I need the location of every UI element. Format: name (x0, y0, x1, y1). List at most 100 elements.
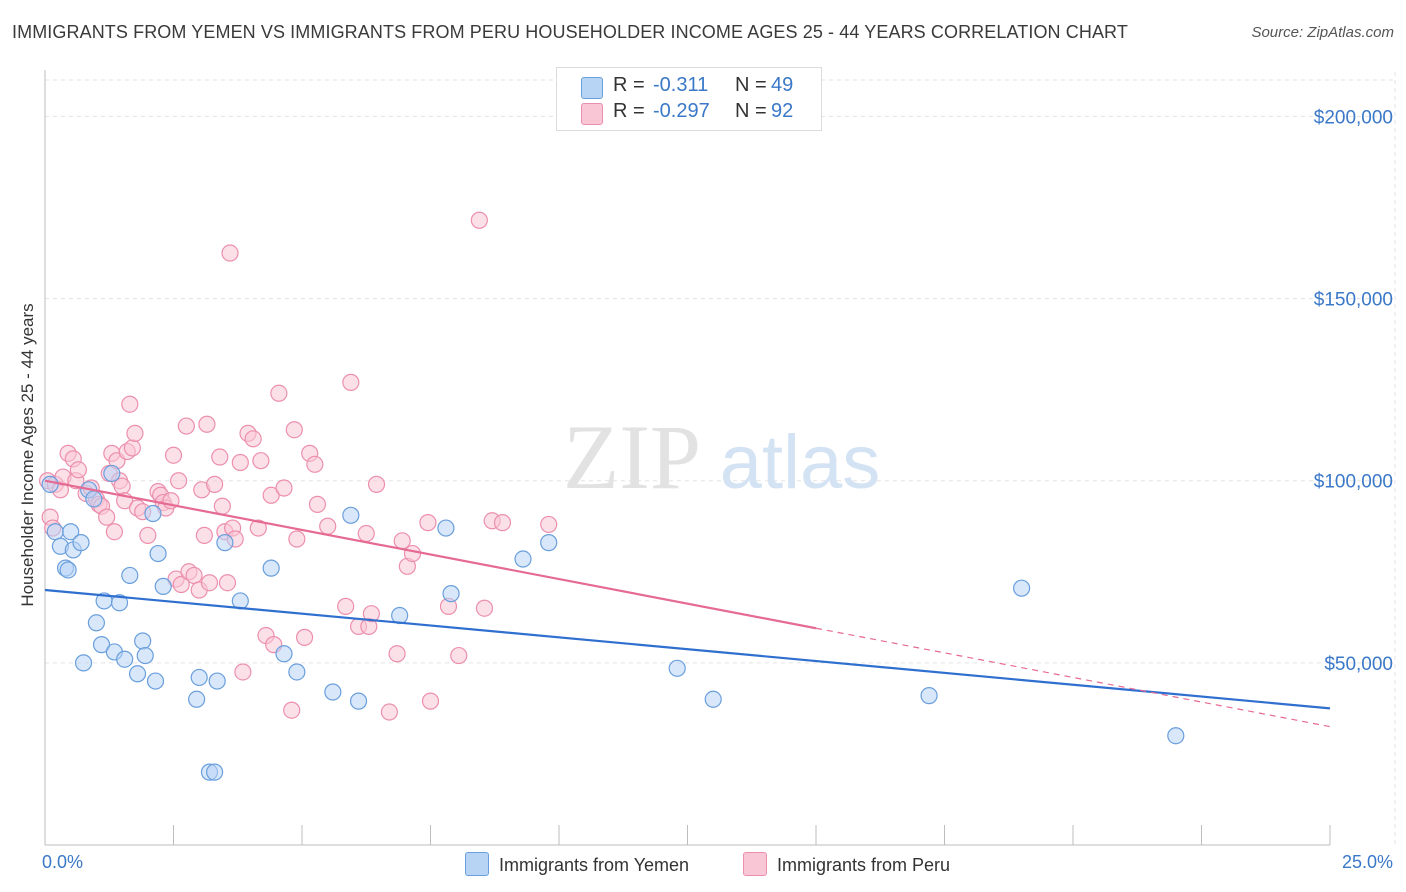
peru-point (69, 461, 88, 479)
yemen-point (121, 566, 139, 585)
legend-swatch-yemen (581, 77, 603, 99)
yemen-point (442, 585, 460, 603)
peru-point (470, 211, 488, 229)
yemen-point (92, 636, 111, 654)
bottom-legend-peru: Immigrants from Peru (743, 852, 950, 876)
yemen-point (87, 614, 106, 632)
yemen-point (288, 663, 306, 681)
peru-point (221, 244, 239, 262)
peru-point (450, 646, 468, 665)
peru-point (185, 566, 203, 585)
yemen-point (349, 692, 368, 710)
peru-point (362, 605, 380, 623)
source-label: Source: ZipAtlas.com (1251, 24, 1394, 41)
yemen-point (154, 577, 172, 595)
yemen-point (342, 506, 360, 524)
yemen-point (146, 672, 165, 690)
peru-point (319, 517, 337, 535)
peru-point (270, 384, 288, 402)
y-tick-label: $100,000 (1314, 472, 1393, 493)
peru-point (493, 514, 512, 532)
yemen-point (144, 504, 162, 523)
y-tick-label: $50,000 (1324, 654, 1393, 675)
y-tick-label: $150,000 (1314, 290, 1393, 311)
peru-point (218, 574, 237, 592)
peru-point (231, 453, 249, 472)
yemen-point (668, 659, 686, 677)
peru-point (403, 544, 422, 563)
yemen-point (190, 668, 208, 687)
peru-point (195, 526, 213, 544)
legend-swatch-peru (581, 103, 603, 125)
peru-point (337, 597, 355, 615)
bottom-legend-swatch-peru (743, 852, 767, 876)
peru-point (308, 495, 327, 513)
peru-point (139, 526, 157, 544)
peru-point (306, 455, 324, 473)
peru-point (126, 424, 144, 442)
peru-point (275, 479, 293, 497)
yemen-point (920, 687, 938, 705)
peru-point (252, 452, 270, 470)
yemen-point (74, 654, 93, 672)
legend-r-value: -0.311 (653, 74, 709, 96)
legend-r-label: R = (613, 100, 645, 122)
yemen-point (103, 464, 121, 483)
yemen-point (149, 544, 167, 563)
legend-n-value: 49 (771, 74, 794, 96)
peru-point (211, 448, 229, 466)
yemen-point (46, 523, 64, 541)
yemen-point (128, 665, 147, 683)
bottom-legend-yemen: Immigrants from Yemen (465, 852, 689, 876)
yemen-point (188, 690, 206, 708)
peru-trend-line (44, 479, 817, 630)
peru-point (244, 430, 262, 448)
peru-point (262, 486, 280, 504)
x-tick-max: 25.0% (1341, 852, 1393, 872)
trend-lines (44, 479, 1331, 728)
peru-point (249, 519, 267, 537)
yemen-point (116, 650, 134, 668)
yemen-points (41, 464, 1185, 781)
yemen-point (136, 646, 154, 665)
yemen-point (514, 550, 532, 568)
yemen-point (85, 490, 103, 508)
peru-point (540, 515, 558, 534)
peru-point (177, 417, 195, 435)
peru-point (206, 475, 224, 493)
yemen-point (275, 645, 293, 663)
x-tick-min: 0.0% (42, 852, 84, 872)
peru-point (105, 523, 123, 541)
chart-title: IMMIGRANTS FROM YEMEN VS IMMIGRANTS FROM… (12, 22, 1128, 42)
peru-point (342, 373, 360, 391)
yemen-point (208, 672, 226, 690)
peru-point (198, 415, 216, 433)
peru-point (295, 628, 314, 646)
peru-point (170, 472, 188, 490)
legend-r-label: R = (613, 74, 645, 96)
peru-point (164, 446, 183, 464)
peru-point (213, 497, 231, 515)
peru-point (357, 524, 375, 543)
yemen-point (206, 763, 224, 781)
yemen-point (216, 534, 234, 552)
peru-point (288, 530, 306, 548)
peru-point (421, 692, 440, 710)
legend-box: R = -0.311 N = 49 R = -0.297 N = 92 (556, 67, 822, 131)
peru-point (172, 575, 190, 594)
yemen-point (1167, 727, 1185, 745)
peru-point (283, 701, 301, 719)
peru-point (123, 439, 141, 457)
peru-point (380, 703, 398, 721)
yemen-point (41, 475, 59, 493)
legend-n-value: 92 (771, 100, 794, 122)
bottom-legend-label-peru: Immigrants from Peru (777, 855, 951, 875)
peru-point (121, 395, 139, 413)
peru-point (285, 421, 303, 439)
peru-point (419, 514, 437, 532)
yemen-point (72, 534, 90, 552)
legend-n-label: N = (735, 100, 767, 122)
yemen-point (59, 561, 77, 579)
axes (44, 70, 1331, 846)
